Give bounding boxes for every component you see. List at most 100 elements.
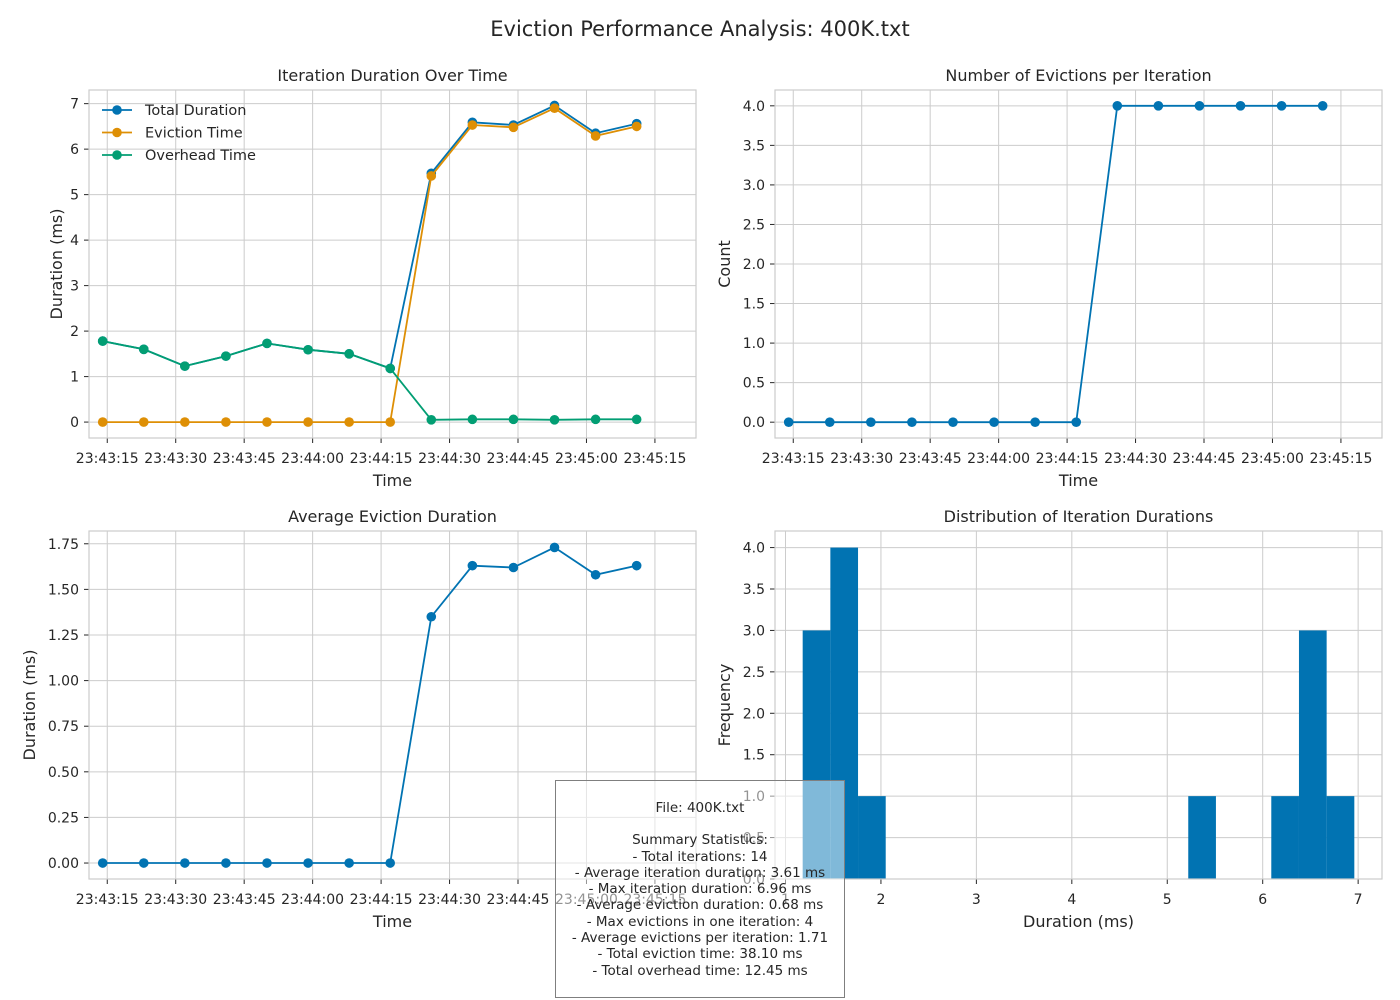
- x-tick-label: 23:44:45: [487, 892, 550, 908]
- legend: Total Duration Eviction Time Overhead Time: [102, 103, 256, 164]
- legend-marker: [112, 105, 122, 115]
- y-tick-label: 2.5: [743, 665, 765, 681]
- stats-line: - Total eviction time: 38.10 ms: [597, 946, 803, 963]
- stats-line: - Max evictions in one iteration: 4: [586, 913, 814, 930]
- y-tick-label: 0.25: [48, 810, 79, 826]
- y-tick-label: 0.0: [743, 415, 765, 431]
- data-point: [1112, 101, 1123, 111]
- y-axis-label: Duration (ms): [20, 650, 39, 761]
- data-point: [549, 542, 560, 553]
- data-point: [262, 858, 272, 868]
- axes-frame: [88, 530, 697, 880]
- chart-title: Iteration Duration Over Time: [277, 66, 507, 85]
- y-tick-label: 1.50: [48, 582, 79, 598]
- y-tick-label: 3.5: [743, 138, 765, 154]
- data-point: [824, 417, 835, 427]
- y-tick-label: 4: [70, 233, 79, 249]
- y-tick-label: 1.75: [48, 537, 79, 553]
- data-point: [221, 858, 231, 868]
- data-point: [631, 121, 642, 132]
- series-line: [788, 104, 1323, 424]
- data-point: [1276, 101, 1287, 111]
- chart-title: Distribution of Iteration Durations: [944, 507, 1214, 526]
- series-overhead-time: [97, 336, 642, 425]
- x-tick-label: 23:43:30: [144, 892, 207, 908]
- y-tick-label: 3.0: [743, 623, 765, 639]
- x-axis-label: Time: [372, 912, 412, 931]
- x-tick-label: 23:43:45: [899, 451, 962, 467]
- y-tick-label: 0.00: [48, 856, 79, 872]
- data-point: [590, 131, 601, 141]
- data-point: [138, 417, 149, 427]
- stats-line: - Total overhead time: 12.45 ms: [592, 962, 808, 979]
- y-tick-label: 5: [70, 188, 79, 204]
- histogram-bar: [1326, 796, 1355, 879]
- x-axis-label: Duration (ms): [1023, 912, 1134, 931]
- y-tick-label: 2.0: [743, 257, 765, 273]
- legend-marker: [112, 150, 122, 160]
- y-tick-label: 0.75: [48, 719, 79, 735]
- x-tick-label: 23:43:45: [213, 892, 276, 908]
- stats-heading: Summary Statistics:: [632, 832, 768, 849]
- x-tick-label: 23:44:30: [418, 892, 481, 908]
- x-tick-label: 23:44:45: [487, 451, 550, 467]
- evictions-count-chart: Number of Evictions per Iteration Time 0.0…: [715, 66, 1383, 490]
- x-tick-label: 23:44:15: [350, 451, 413, 467]
- data-point: [508, 562, 519, 573]
- data-point: [1071, 417, 1082, 427]
- data-point: [508, 414, 519, 425]
- x-tick-label: 4: [1067, 892, 1076, 908]
- data-point: [467, 414, 478, 425]
- data-point: [1030, 417, 1040, 427]
- y-tick-label: 0.5: [743, 376, 765, 392]
- x-tick-label: 23:45:00: [1241, 451, 1304, 467]
- x-tick-label: 23:45:15: [623, 451, 686, 467]
- y-tick-label: 1.00: [48, 674, 79, 690]
- data-point: [467, 560, 478, 571]
- x-tick-label: 5: [1163, 892, 1172, 908]
- y-tick-label: 1.0: [743, 336, 765, 352]
- histogram-bar: [1188, 796, 1216, 879]
- y-tick-label: 6: [70, 142, 79, 158]
- data-point: [385, 363, 396, 374]
- x-tick-label: 23:43:45: [213, 451, 276, 467]
- x-tick-label: 23:44:15: [1036, 451, 1099, 467]
- data-point: [426, 171, 437, 181]
- x-tick-label: 23:44:30: [418, 451, 481, 467]
- data-point: [97, 417, 108, 427]
- data-point: [590, 414, 601, 425]
- x-tick-label: 23:44:00: [281, 892, 344, 908]
- data-point: [467, 120, 478, 130]
- data-point: [303, 344, 313, 355]
- y-tick-label: 4.0: [743, 541, 765, 557]
- x-tick-label: 23:44:00: [281, 451, 344, 467]
- x-tick-label: 23:44:45: [1173, 451, 1236, 467]
- y-tick-label: 1.5: [743, 748, 765, 764]
- data-point: [989, 417, 999, 427]
- data-point: [344, 858, 354, 868]
- y-axis-label: Frequency: [715, 664, 734, 747]
- series-line-0: [97, 542, 642, 868]
- data-point: [1153, 101, 1164, 111]
- x-tick-label: 6: [1258, 892, 1267, 908]
- x-tick-label: 23:44:00: [967, 451, 1030, 467]
- histogram-bar: [1271, 796, 1299, 879]
- data-point: [344, 417, 354, 427]
- histogram-bar: [858, 796, 886, 879]
- data-point: [426, 415, 437, 425]
- data-point: [138, 858, 149, 868]
- data-point: [631, 414, 642, 425]
- stats-file: File: 400K.txt: [655, 800, 745, 816]
- y-tick-label: 4.0: [743, 99, 765, 115]
- summary-stats-box: File: 400K.txt Summary Statistics: - Tot…: [555, 780, 845, 998]
- data-point: [180, 417, 190, 427]
- data-point: [590, 569, 601, 580]
- data-point: [221, 417, 231, 427]
- stats-line: - Total iterations: 14: [632, 848, 768, 865]
- series-line: [102, 546, 637, 864]
- y-tick-label: 3: [70, 279, 79, 295]
- x-tick-label: 23:43:15: [76, 451, 139, 467]
- data-point: [180, 361, 190, 371]
- data-point: [783, 417, 794, 427]
